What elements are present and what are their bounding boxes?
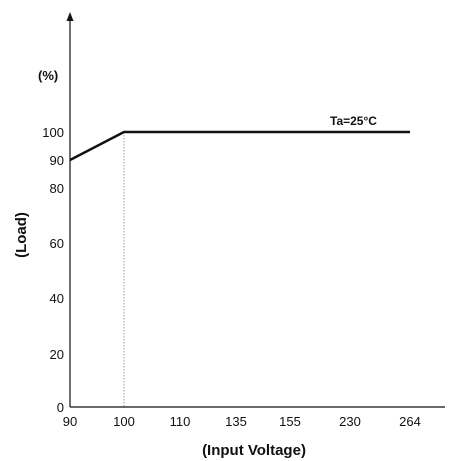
- y-tick-label: 90: [50, 153, 64, 168]
- x-tick-label: 90: [63, 414, 77, 429]
- y-tick-label: 80: [50, 181, 64, 196]
- series-line: [69, 130, 410, 162]
- x-tick-label: 155: [279, 414, 301, 429]
- series-group: [69, 130, 410, 162]
- x-tick-label: 135: [225, 414, 247, 429]
- x-tick-labels: 90 100 110 135 155 230 264: [63, 414, 421, 429]
- y-tick-label: 100: [42, 125, 64, 140]
- y-axis-arrow: [66, 12, 74, 21]
- x-tick-label: 230: [339, 414, 361, 429]
- y-tick-label: 0: [57, 400, 64, 415]
- x-tick-label: 110: [170, 414, 191, 429]
- y-tick-label: 60: [50, 236, 64, 251]
- x-tick-label: 264: [399, 414, 421, 429]
- x-tick-label: 100: [113, 414, 135, 429]
- y-tick-labels: 0 20 40 60 80 90 100: [42, 125, 64, 415]
- y-tick-label: 40: [50, 291, 64, 306]
- y-tick-label: 20: [50, 347, 64, 362]
- y-axis-title: (Load): [13, 212, 30, 258]
- y-unit-label: (%): [38, 68, 58, 83]
- series-annotation: Ta=25°C: [330, 114, 377, 128]
- x-axis-title: (Input Voltage): [202, 442, 306, 459]
